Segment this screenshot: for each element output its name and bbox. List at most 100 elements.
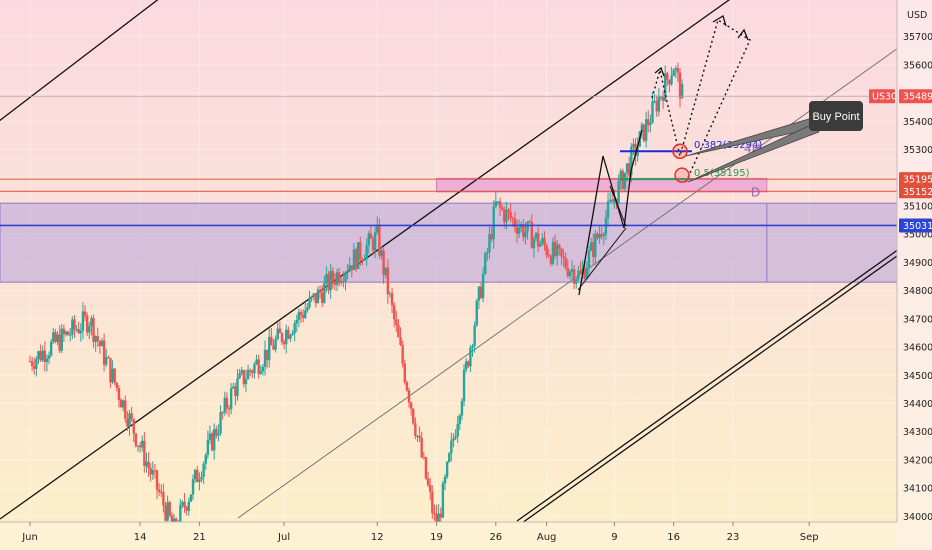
- candle-body: [524, 231, 527, 238]
- candle-body: [541, 237, 544, 244]
- candle-body: [481, 273, 485, 299]
- channel-line-lower-b: [522, 255, 897, 522]
- daily-zone: [0, 202, 897, 283]
- price-tick-label: 34900: [903, 258, 932, 269]
- candle-body: [130, 413, 133, 420]
- candle-body: [494, 201, 498, 207]
- candle-body: [403, 363, 406, 383]
- price-axis-panel: [897, 0, 932, 550]
- candle-body: [484, 253, 487, 274]
- candle-body: [249, 370, 252, 372]
- candle-body: [98, 341, 102, 347]
- candle-body: [60, 328, 63, 351]
- candle-body: [488, 234, 491, 253]
- candle-body: [71, 319, 74, 335]
- candle-body: [361, 259, 364, 261]
- channel-line-upper-left: [0, 0, 159, 122]
- candle-body: [187, 501, 191, 511]
- candle-body: [96, 336, 99, 342]
- currency-label: USD: [907, 10, 927, 21]
- candle-body: [380, 250, 383, 256]
- candle-body: [124, 400, 127, 419]
- candle-body: [661, 96, 665, 101]
- candle-body: [560, 248, 563, 257]
- candle-body: [66, 331, 70, 336]
- candle-body: [333, 281, 337, 285]
- candle-body: [210, 433, 214, 451]
- candle-body: [424, 457, 428, 479]
- symbol-badge: [869, 89, 895, 104]
- candle-body: [431, 491, 434, 514]
- candle-body: [149, 468, 152, 475]
- candle-body: [90, 318, 93, 327]
- candle-body: [647, 119, 650, 126]
- candle-body: [85, 315, 89, 333]
- candle-body: [75, 329, 78, 331]
- price-level-badge: [899, 218, 932, 233]
- candle-body: [37, 351, 40, 359]
- price-tick-label: 34200: [903, 455, 932, 466]
- candle-body: [81, 311, 85, 331]
- price-tick-label: 34800: [903, 286, 932, 297]
- candle-body: [56, 334, 59, 342]
- candle-body: [196, 469, 199, 483]
- candle-body: [611, 199, 614, 203]
- price-tick-label: 35400: [903, 117, 932, 128]
- channel-line-upper: [0, 0, 731, 520]
- time-axis-ticks: Jun 14 21 Jul 12 19 26 Aug 9 16 23 Sep: [21, 522, 819, 543]
- candle-body: [600, 233, 603, 237]
- candle-body: [257, 359, 260, 374]
- candle-body: [94, 336, 97, 342]
- candle-body: [312, 293, 315, 297]
- candle-body: [293, 323, 296, 334]
- candle-body: [153, 470, 157, 472]
- candle-body: [255, 359, 258, 365]
- candle-body: [342, 280, 345, 282]
- time-tick-label: 14: [134, 532, 147, 543]
- candle-body: [43, 350, 47, 363]
- candle-body: [395, 319, 398, 325]
- candle-body: [58, 334, 61, 351]
- candle-body: [229, 388, 233, 410]
- candle-body: [517, 227, 521, 234]
- candle-body: [111, 368, 114, 383]
- candle-body: [376, 225, 379, 233]
- candle-body: [566, 267, 570, 277]
- candle-body: [617, 180, 620, 204]
- candle-body: [73, 319, 76, 330]
- h4-zone: [436, 177, 768, 193]
- candle-body: [52, 332, 55, 342]
- time-tick-label: Aug: [537, 532, 557, 543]
- candle-body: [386, 267, 390, 295]
- candle-body: [528, 221, 531, 223]
- candle-body: [102, 340, 106, 365]
- pattern-zigzag: [578, 129, 643, 296]
- candle-body: [166, 502, 169, 521]
- candle-body: [568, 271, 572, 277]
- candle-body: [145, 461, 148, 467]
- candle-body: [191, 478, 195, 495]
- candle-body: [602, 234, 606, 237]
- candle-body: [503, 209, 506, 223]
- candle-body: [634, 143, 637, 156]
- candle-body: [640, 124, 644, 132]
- price-tick-label: 34500: [903, 371, 932, 382]
- candle-body: [83, 311, 87, 316]
- candle-body: [666, 73, 669, 80]
- candle-body: [221, 412, 224, 414]
- candle-body: [242, 370, 246, 385]
- candle-body: [674, 68, 677, 71]
- candle-body: [39, 351, 42, 361]
- candle-body: [426, 478, 430, 486]
- candle-body: [172, 518, 176, 522]
- candle-body: [664, 73, 667, 101]
- pattern-leg: [609, 185, 627, 227]
- candle-body: [335, 272, 339, 285]
- price-level-badge: [899, 184, 932, 199]
- candle-body: [265, 349, 269, 361]
- price-level-badge-text: 35152: [903, 187, 932, 198]
- price-tick-label: 35700: [903, 32, 932, 43]
- candle-body: [134, 433, 138, 446]
